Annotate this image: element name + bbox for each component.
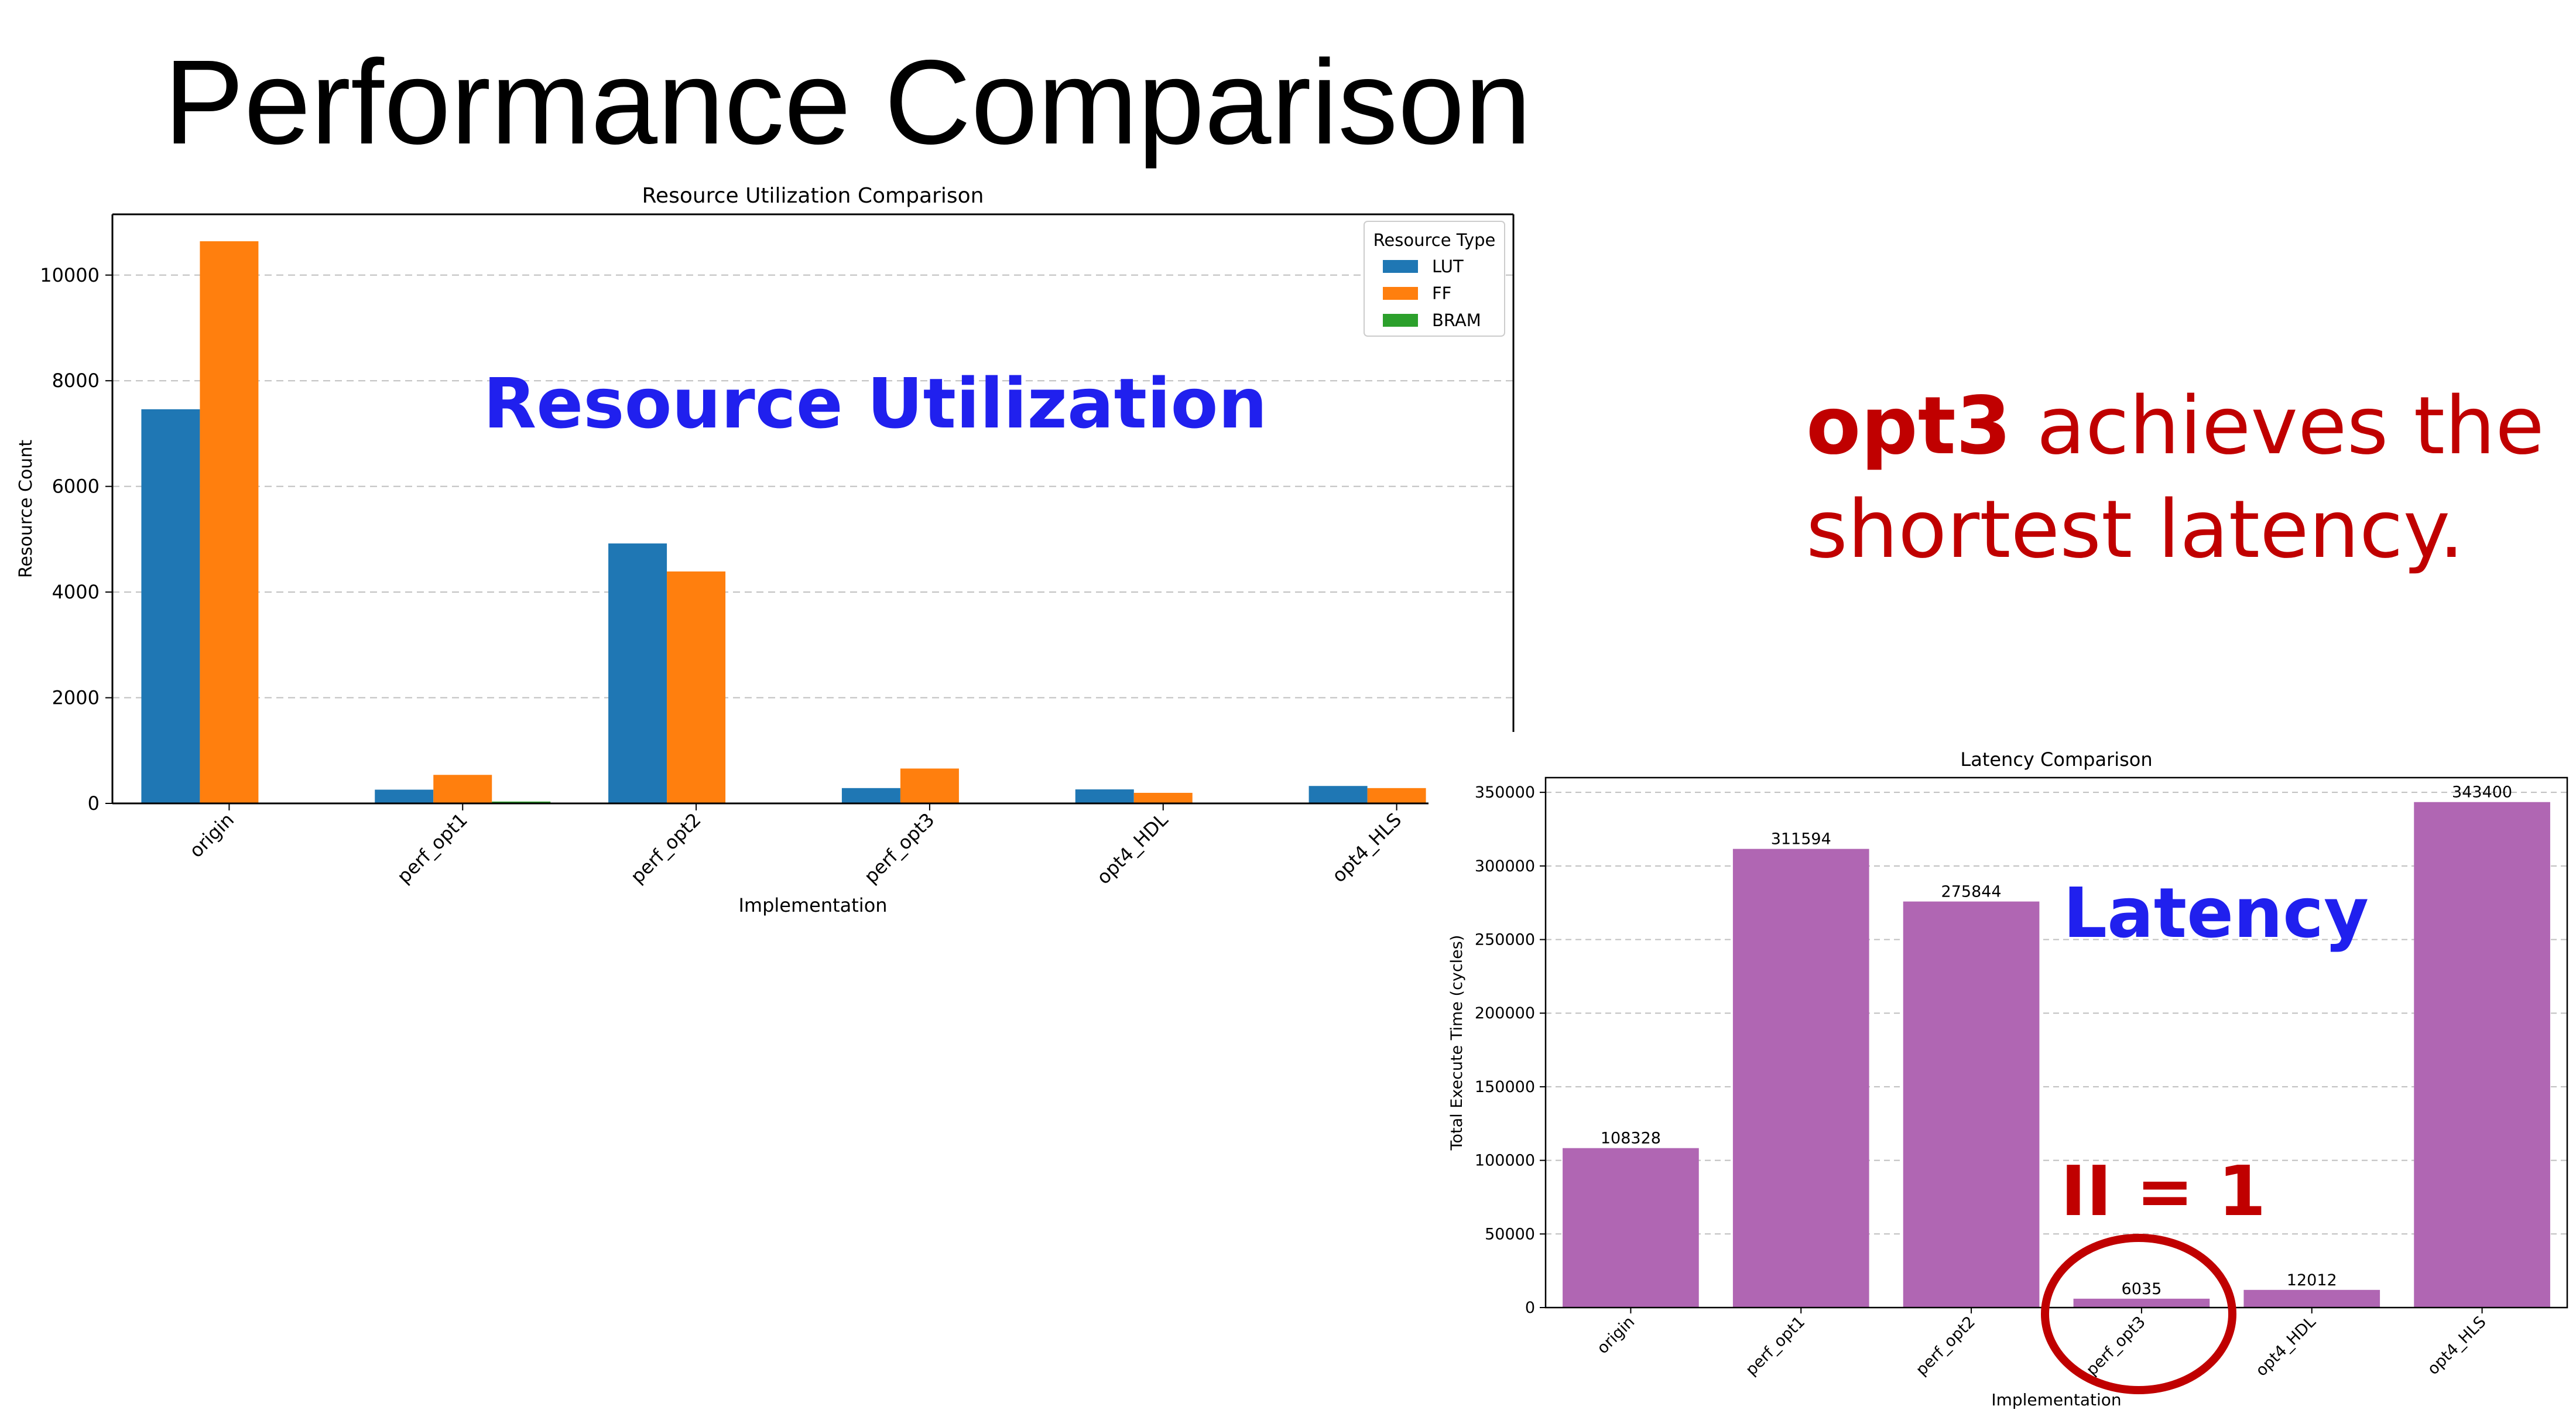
y-tick-label: 4000 xyxy=(52,581,100,603)
latency-bar xyxy=(1563,1148,1699,1308)
y-tick-label: 300000 xyxy=(1475,857,1535,875)
legend-title: Resource Type xyxy=(1373,230,1496,250)
legend-swatch-bram xyxy=(1383,314,1418,327)
y-tick-label: 50000 xyxy=(1485,1225,1535,1243)
y-tick-label: 0 xyxy=(1525,1299,1535,1317)
latency-bar xyxy=(2243,1289,2380,1308)
legend-swatch-lut xyxy=(1383,260,1418,273)
data-label: 108328 xyxy=(1601,1130,1661,1148)
claim-highlight: opt3 xyxy=(1806,380,2012,473)
y-tick-label: 2000 xyxy=(52,687,100,709)
x-tick-label: perf_opt1 xyxy=(1742,1313,1808,1379)
claim-text: achieves the shortest latency. xyxy=(1806,380,2544,576)
legend-box xyxy=(1364,221,1505,337)
latency-bar xyxy=(1903,901,2040,1308)
bar-ff xyxy=(1133,792,1193,803)
y-tick-label: 6000 xyxy=(52,475,100,498)
bar-ff xyxy=(433,775,492,803)
chart-title: Resource Utilization Comparison xyxy=(642,184,984,208)
bar-ff xyxy=(200,241,259,803)
bar-lut xyxy=(375,789,434,803)
x-tick-label: perf_opt2 xyxy=(1913,1313,1979,1379)
bar-lut xyxy=(141,409,200,803)
chart-title: Latency Comparison xyxy=(1960,748,2152,771)
highlight-circle xyxy=(2041,1234,2236,1394)
latency-overlay: Latency xyxy=(2063,872,2369,953)
y-axis-label: Resource Count xyxy=(16,440,36,578)
bar-bram xyxy=(492,801,551,803)
x-axis-label: Implementation xyxy=(1991,1390,2121,1409)
latency-bar xyxy=(1732,848,1869,1308)
latency-claim: opt3 achieves the shortest latency. xyxy=(1806,375,2567,582)
x-tick-label: opt4_HLS xyxy=(2424,1313,2490,1378)
ii-annotation: II = 1 xyxy=(2061,1151,2266,1231)
y-tick-label: 250000 xyxy=(1475,931,1535,949)
bar-lut xyxy=(1075,789,1134,803)
legend-label: LUT xyxy=(1432,256,1464,276)
data-label: 6035 xyxy=(2122,1280,2162,1298)
y-axis-label: Total Execute Time (cycles) xyxy=(1448,935,1466,1151)
y-tick-label: 100000 xyxy=(1475,1152,1535,1170)
x-tick-label: perf_opt3 xyxy=(2083,1313,2149,1379)
slide-title: Performance Comparison xyxy=(164,35,1532,169)
x-axis-label: Implementation xyxy=(738,894,887,916)
y-tick-label: 10000 xyxy=(40,264,100,286)
y-tick-label: 0 xyxy=(88,792,100,815)
legend-swatch-ff xyxy=(1383,287,1418,300)
y-tick-label: 8000 xyxy=(52,369,100,392)
latency-bar xyxy=(2414,802,2550,1308)
y-tick-label: 350000 xyxy=(1475,783,1535,802)
data-label: 343400 xyxy=(2452,783,2512,802)
legend-label: BRAM xyxy=(1432,310,1481,330)
bar-lut xyxy=(841,788,900,803)
legend-label: FF xyxy=(1432,283,1451,303)
plot-frame xyxy=(1544,776,2568,1309)
data-label: 311594 xyxy=(1771,830,1831,848)
bar-lut xyxy=(1308,786,1368,803)
bar-ff xyxy=(900,768,959,803)
bar-ff xyxy=(1367,788,1426,803)
bar-lut xyxy=(608,543,667,803)
latency-bar xyxy=(2073,1298,2210,1308)
x-tick-label: opt4_HDL xyxy=(2252,1313,2320,1380)
x-tick-label: origin xyxy=(1594,1313,1638,1357)
data-label: 12012 xyxy=(2287,1271,2337,1289)
y-tick-label: 200000 xyxy=(1475,1004,1535,1022)
y-tick-label: 150000 xyxy=(1475,1078,1535,1096)
resource-utilization-overlay: Resource Utilization xyxy=(483,363,1267,444)
bar-ff xyxy=(667,571,726,803)
data-label: 275844 xyxy=(1941,883,2002,901)
